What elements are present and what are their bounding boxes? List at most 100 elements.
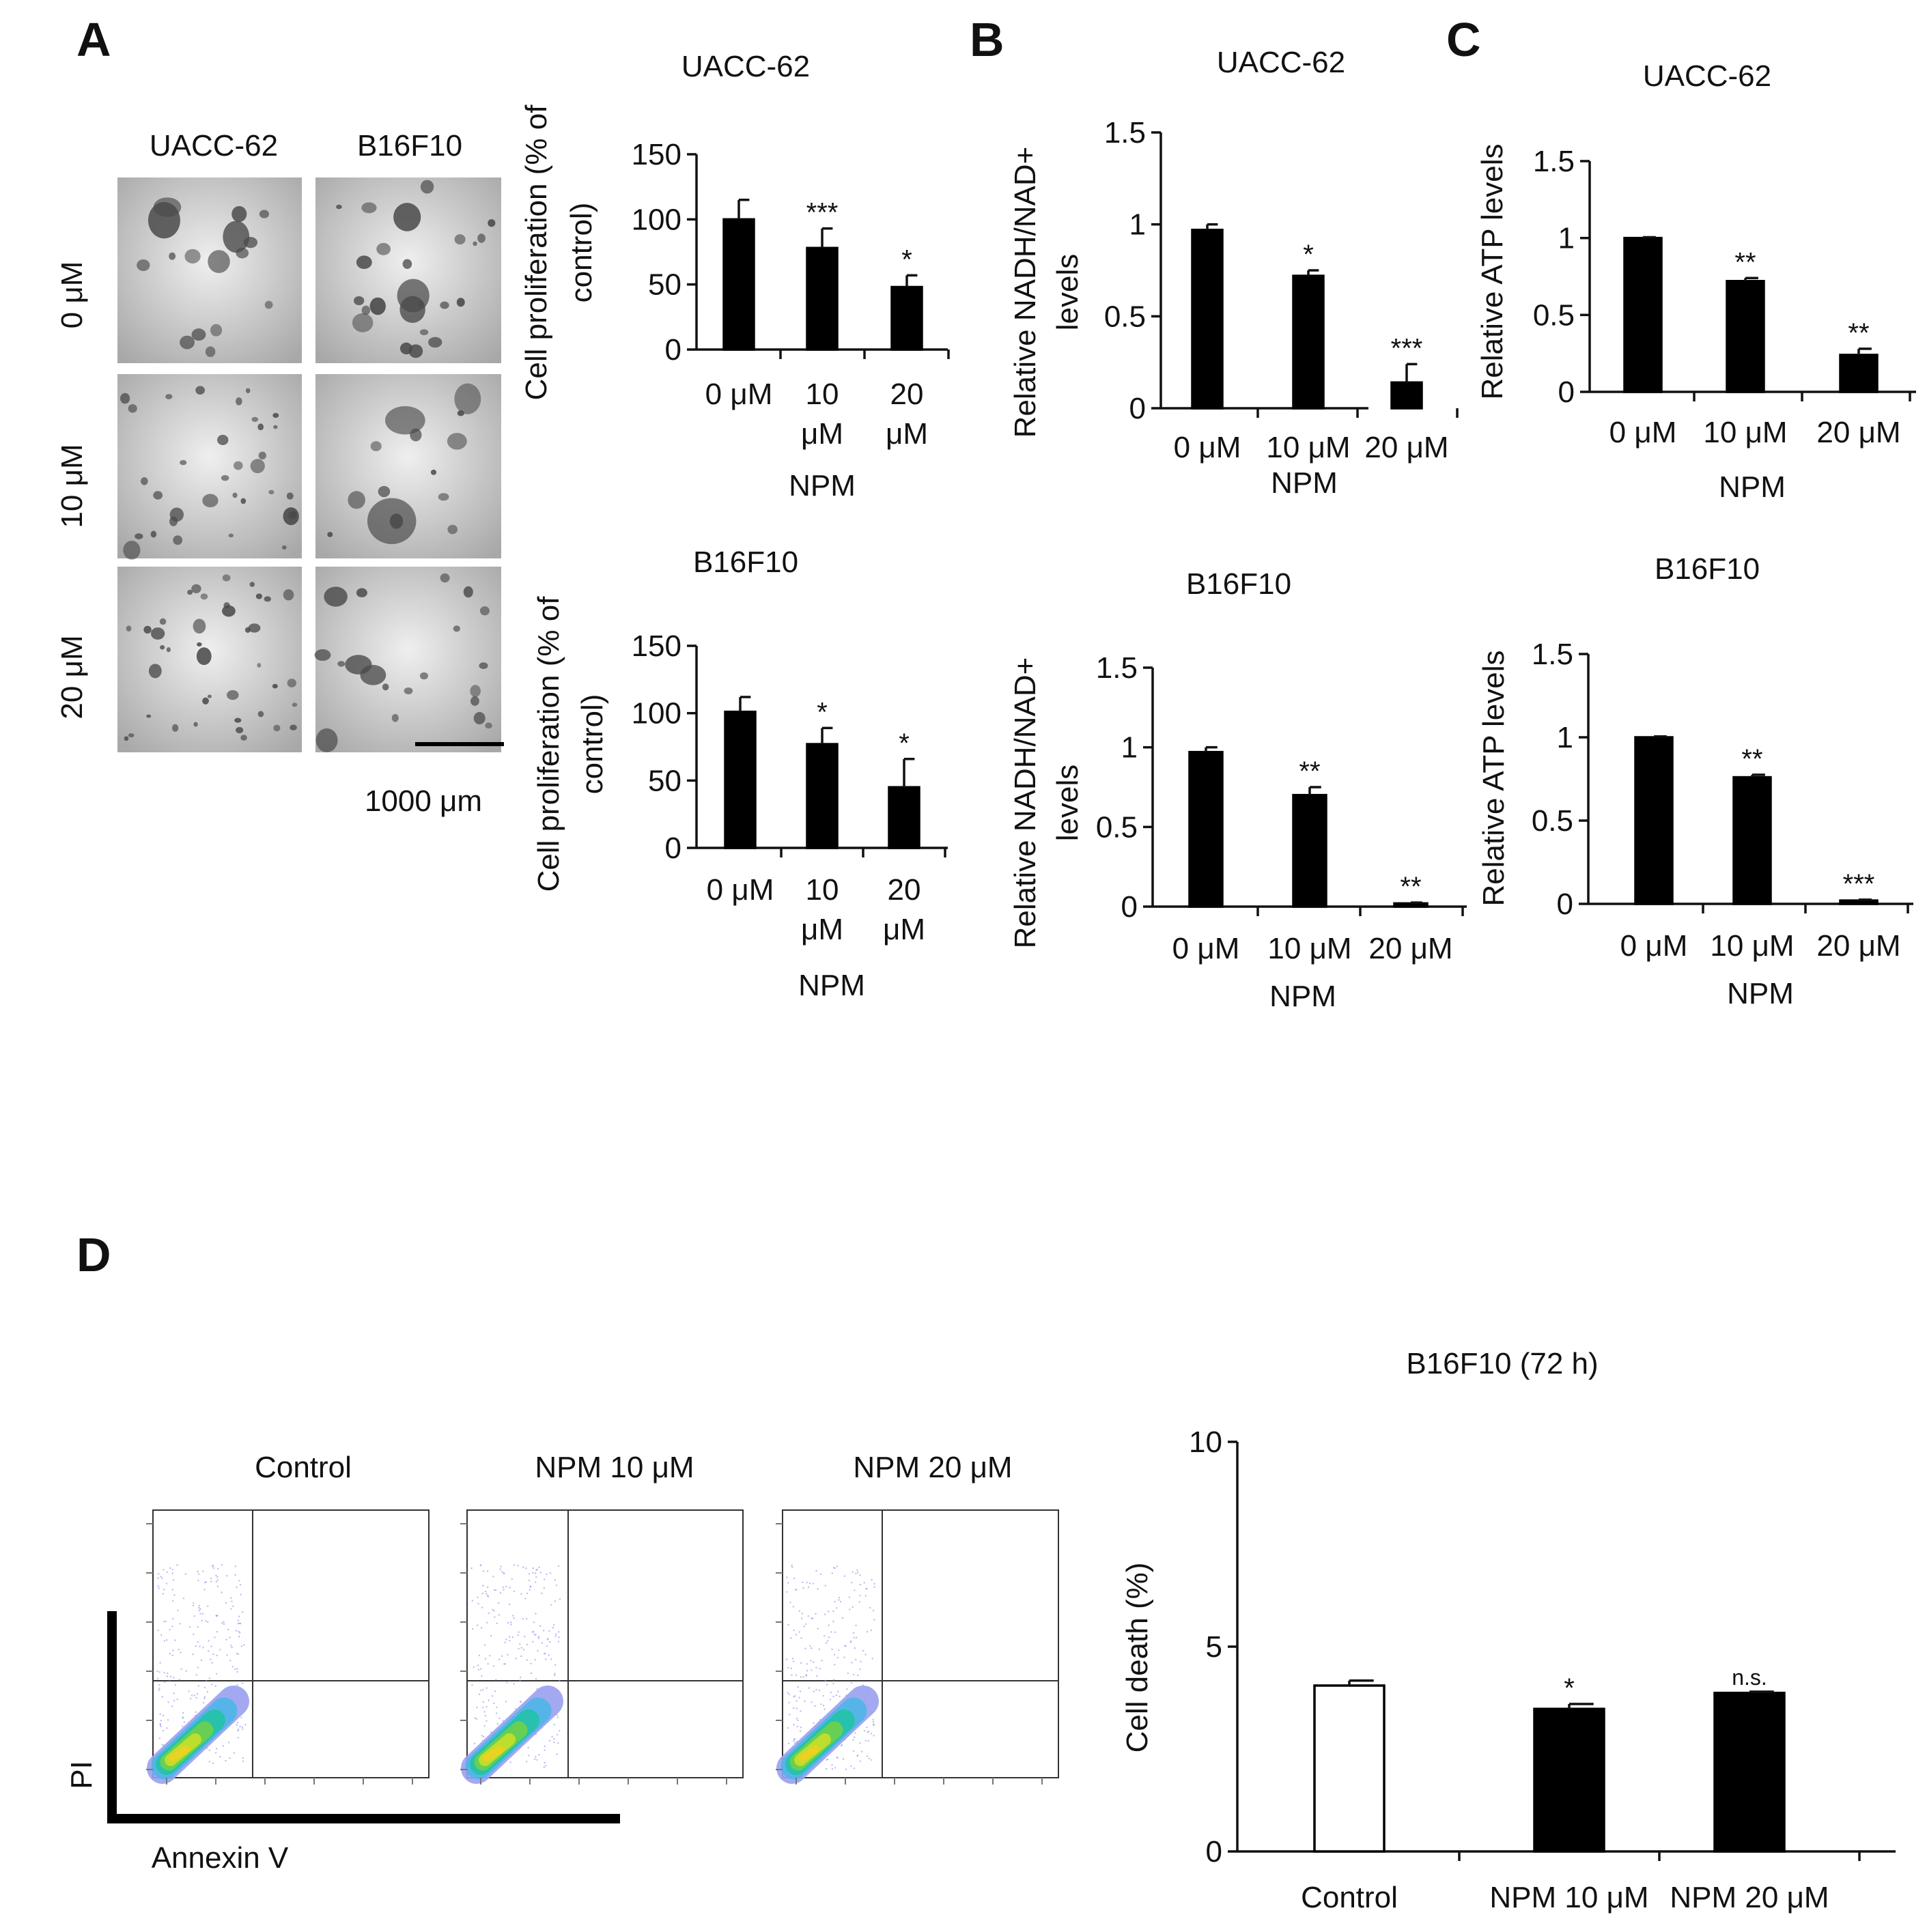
significance-label: *** bbox=[1391, 333, 1423, 363]
significance-label: *** bbox=[806, 198, 839, 228]
category-label: 20 μM bbox=[1364, 431, 1448, 464]
y-tick-label: 1.5 bbox=[1096, 651, 1138, 685]
category-label: NPM 10 μM bbox=[1489, 1881, 1648, 1914]
category-label: 0 μM bbox=[1620, 929, 1688, 963]
bar bbox=[1726, 280, 1765, 393]
category-label: 0 μM bbox=[1609, 416, 1677, 449]
category-label: 10 bbox=[806, 873, 839, 907]
category-label: Control bbox=[1301, 1881, 1398, 1914]
significance-label: * bbox=[817, 697, 828, 727]
chart-b1: UACC-62 0 0.5 1 1.5 0 μM * 10 μM *** 20 μM NPM Rela… bbox=[1009, 46, 1459, 500]
flow-y-axis-label: PI bbox=[65, 1761, 98, 1789]
category-label: 0 μM bbox=[1172, 932, 1240, 965]
micrograph-tile bbox=[314, 567, 501, 752]
x-axis-label: NPM bbox=[1271, 466, 1338, 500]
chart-title: B16F10 bbox=[693, 545, 798, 579]
significance-label: ** bbox=[1848, 318, 1869, 348]
significance-label: * bbox=[1303, 240, 1314, 270]
y-axis-label: Relative NADH/NAD+ bbox=[1009, 657, 1042, 949]
significance-label: *** bbox=[1843, 869, 1875, 899]
x-axis-label: NPM bbox=[1727, 977, 1794, 1010]
x-axis-label: NPM bbox=[1719, 470, 1786, 504]
y-tick-label: 0.5 bbox=[1096, 810, 1138, 844]
bar bbox=[1732, 776, 1772, 905]
bar bbox=[806, 246, 839, 351]
flow-x-axis-label: Annexin V bbox=[152, 1841, 289, 1875]
category-label: 10 μM bbox=[1266, 431, 1350, 464]
category-label: 10 μM bbox=[1710, 929, 1794, 963]
chart-title: B16F10 bbox=[1186, 567, 1291, 601]
category-label: μM bbox=[883, 913, 925, 946]
panel-letter-d: D bbox=[76, 1228, 111, 1281]
flow-cytometry-plots bbox=[146, 1509, 1059, 1785]
y-tick-label: 0 bbox=[665, 333, 681, 367]
bar bbox=[888, 786, 920, 849]
y-axis-label: control) bbox=[565, 203, 598, 303]
y-tick-label: 0.5 bbox=[1104, 300, 1146, 333]
y-tick-label: 1 bbox=[1129, 208, 1146, 242]
chart-d1: B16F10 (72 h) 0 5 10 Control * NPM 10 μM n.s. NP… bbox=[1121, 1347, 1896, 1914]
category-label: NPM 20 μM bbox=[1670, 1881, 1829, 1914]
category-label: 10 bbox=[806, 378, 839, 411]
flow-title-control: Control bbox=[255, 1451, 352, 1484]
chart-title: B16F10 bbox=[1655, 552, 1760, 586]
chart-a2: B16F10 0 50 100 150 0 μM * 10 μM * 20 μM NPM Cell pro… bbox=[532, 545, 948, 1002]
category-label: 20 μM bbox=[1816, 929, 1900, 963]
bar bbox=[1292, 274, 1325, 410]
bar bbox=[806, 743, 839, 849]
micrograph-tile bbox=[117, 374, 302, 560]
micrograph-tile bbox=[315, 177, 501, 363]
chart-c1: UACC-62 0 0.5 1 1.5 0 μM ** 10 μM ** 20 μM NPM Rela… bbox=[1476, 59, 1916, 504]
bar bbox=[1393, 902, 1429, 908]
flow-title-npm20: NPM 20 μM bbox=[853, 1451, 1012, 1484]
y-tick-label: 0.5 bbox=[1533, 298, 1575, 332]
chart-c2: B16F10 0 0.5 1 1.5 0 μM ** 10 μM *** 20 μM NPM Rela… bbox=[1477, 552, 1913, 1010]
y-tick-label: 1.5 bbox=[1104, 116, 1146, 150]
bar bbox=[1839, 354, 1879, 393]
panel-letter-c: C bbox=[1446, 13, 1481, 66]
category-label: μM bbox=[801, 913, 843, 946]
bar bbox=[1390, 381, 1423, 410]
bar bbox=[1191, 228, 1224, 410]
significance-label: * bbox=[899, 728, 910, 758]
micrograph-tile bbox=[117, 177, 302, 363]
y-tick-label: 1.5 bbox=[1532, 638, 1573, 671]
panel-letter-a: A bbox=[76, 13, 111, 66]
category-label: 0 μM bbox=[705, 378, 773, 411]
category-label: μM bbox=[801, 417, 843, 451]
category-label: 20 μM bbox=[1816, 416, 1900, 449]
bar bbox=[1292, 793, 1327, 908]
bar bbox=[724, 710, 757, 849]
y-axis-label: levels bbox=[1051, 254, 1084, 331]
category-label: 10 μM bbox=[1703, 416, 1787, 449]
y-tick-label: 0 bbox=[1121, 890, 1138, 924]
y-axis-label: levels bbox=[1051, 765, 1084, 842]
y-tick-label: 100 bbox=[632, 203, 681, 236]
bar bbox=[1634, 736, 1674, 905]
y-tick-label: 100 bbox=[632, 697, 681, 730]
category-label: 0 μM bbox=[707, 873, 774, 907]
y-axis-label: Cell proliferation (% of bbox=[532, 596, 565, 892]
category-label: 20 μM bbox=[1368, 932, 1452, 965]
micrograph-row-label-20: 20 μM bbox=[55, 635, 89, 719]
y-tick-label: 0 bbox=[665, 832, 681, 865]
significance-label: ** bbox=[1400, 872, 1421, 902]
y-tick-label: 0 bbox=[1557, 887, 1573, 921]
y-tick-label: 0 bbox=[1129, 392, 1146, 425]
chart-title: B16F10 (72 h) bbox=[1406, 1347, 1598, 1380]
y-tick-label: 0 bbox=[1206, 1835, 1222, 1869]
y-tick-label: 150 bbox=[632, 629, 681, 663]
significance-label: * bbox=[901, 244, 912, 274]
y-tick-label: 0 bbox=[1558, 375, 1575, 409]
x-axis-label: NPM bbox=[798, 969, 865, 1002]
y-axis-label: Relative ATP levels bbox=[1476, 144, 1509, 400]
flow-title-npm10: NPM 10 μM bbox=[535, 1451, 694, 1484]
bar bbox=[1313, 1684, 1386, 1853]
y-tick-label: 5 bbox=[1206, 1630, 1222, 1664]
y-axis-label: Relative ATP levels bbox=[1477, 651, 1510, 907]
micrograph-tile bbox=[315, 374, 501, 558]
x-axis-label: NPM bbox=[789, 469, 856, 502]
y-axis-label: Cell proliferation (% of bbox=[520, 104, 553, 401]
